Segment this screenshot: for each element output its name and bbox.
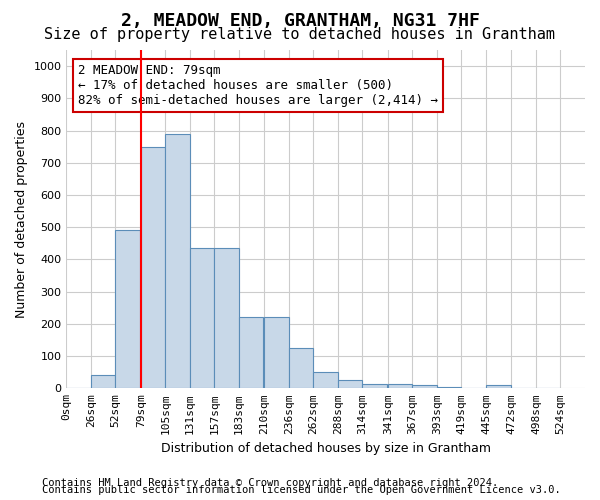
Bar <box>313 372 338 388</box>
Bar <box>265 318 289 388</box>
Bar <box>115 230 140 388</box>
Bar <box>486 385 511 388</box>
Bar <box>91 376 115 388</box>
Bar <box>289 348 313 389</box>
Text: Contains public sector information licensed under the Open Government Licence v3: Contains public sector information licen… <box>42 485 561 495</box>
Y-axis label: Number of detached properties: Number of detached properties <box>15 120 28 318</box>
Bar <box>214 248 239 388</box>
Text: Contains HM Land Registry data © Crown copyright and database right 2024.: Contains HM Land Registry data © Crown c… <box>42 478 498 488</box>
Text: Size of property relative to detached houses in Grantham: Size of property relative to detached ho… <box>44 28 556 42</box>
Bar <box>239 318 263 388</box>
Bar <box>437 386 461 388</box>
Bar <box>362 384 387 388</box>
Bar <box>166 134 190 388</box>
Bar <box>412 385 437 388</box>
Bar <box>338 380 362 388</box>
Text: 2, MEADOW END, GRANTHAM, NG31 7HF: 2, MEADOW END, GRANTHAM, NG31 7HF <box>121 12 479 30</box>
Text: 2 MEADOW END: 79sqm
← 17% of detached houses are smaller (500)
82% of semi-detac: 2 MEADOW END: 79sqm ← 17% of detached ho… <box>78 64 438 108</box>
X-axis label: Distribution of detached houses by size in Grantham: Distribution of detached houses by size … <box>161 442 491 455</box>
Bar <box>190 248 214 388</box>
Bar <box>141 146 166 388</box>
Bar <box>388 384 412 388</box>
